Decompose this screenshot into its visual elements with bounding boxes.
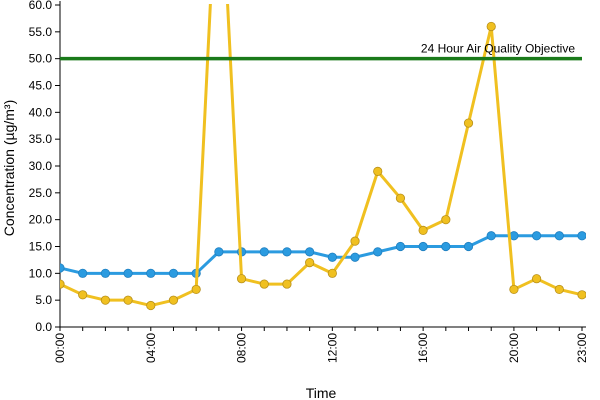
y-tick-label: 5.0	[35, 293, 52, 307]
series-1-point	[146, 268, 156, 278]
series-1-point	[305, 247, 315, 257]
series-2-point	[486, 21, 496, 32]
x-tick-label: 00:00	[53, 333, 67, 363]
series-1-point	[168, 268, 179, 278]
series-1-point	[327, 252, 337, 262]
series-2-point	[282, 279, 292, 289]
series-2-point	[577, 290, 586, 300]
series-1-point	[259, 247, 269, 257]
series-2-point	[509, 284, 519, 295]
y-tick-label: 45.0	[29, 79, 53, 93]
series-2-point	[441, 215, 451, 225]
series-2-point	[100, 295, 110, 305]
series-2-point	[191, 284, 201, 295]
series-1-point	[577, 231, 586, 241]
series-2-point	[305, 257, 315, 268]
series-2-point	[418, 225, 428, 235]
y-tick-label: 15.0	[29, 240, 53, 254]
series-1-point	[532, 231, 542, 241]
y-tick-label: 30.0	[29, 159, 53, 173]
x-axis-title: Time	[306, 385, 337, 400]
x-tick-label: 16:00	[416, 333, 430, 363]
series-1-point	[78, 268, 88, 278]
x-tick-label: 20:00	[507, 333, 521, 363]
series-2-point	[78, 290, 88, 300]
y-tick-label: 40.0	[29, 105, 53, 119]
y-tick-label: 25.0	[29, 186, 53, 200]
y-tick-label: 20.0	[29, 213, 53, 227]
series-1-point	[554, 231, 564, 241]
series-1-point	[100, 268, 110, 278]
x-tick-label: 04:00	[144, 333, 158, 363]
series-2-point	[395, 193, 406, 203]
series-2-point	[463, 118, 474, 128]
series-layer	[60, 4, 586, 311]
y-tick-label: 35.0	[29, 132, 53, 146]
series-1-point	[282, 247, 292, 257]
series-1-point	[463, 241, 474, 252]
y-tick-label: 10.0	[29, 266, 53, 280]
reference-layer: 24 Hour Air Quality Objective	[60, 42, 582, 61]
series-2-point	[350, 236, 360, 246]
axes-layer: 0.0 5.0 10.0 15.0 20.0 25.0 30.0 35.0 40.0 45.0 50…	[29, 0, 589, 363]
series-2-point	[327, 268, 337, 278]
x-tick-label: 12:00	[325, 333, 339, 363]
series-1-point	[60, 263, 65, 273]
series-2-point	[123, 295, 133, 305]
series-2-point	[259, 279, 269, 289]
series-2-point	[373, 166, 383, 176]
series-1-point	[123, 268, 133, 278]
reference-line-label: 24 Hour Air Quality Objective	[421, 42, 575, 56]
y-tick-label: 0.0	[35, 320, 52, 334]
series-1-point	[486, 231, 496, 241]
series-2-point	[168, 295, 179, 305]
x-tick-label: 08:00	[235, 333, 249, 363]
series-1-point	[395, 241, 406, 252]
y-tick-label: 60.0	[29, 0, 53, 12]
series-2-point	[236, 274, 247, 284]
y-axis-title: Concentration (µg/m³)	[1, 100, 17, 236]
series-1-point	[441, 241, 451, 252]
series-2-point	[146, 300, 156, 311]
series-1-point	[214, 247, 224, 257]
series-2-point	[532, 274, 542, 284]
series-1-point	[418, 241, 428, 252]
y-tick-label: 50.0	[29, 52, 53, 66]
series-2-point	[554, 284, 564, 295]
series-2-point	[60, 279, 65, 289]
series-1-point	[373, 247, 383, 257]
series-1-point	[350, 252, 360, 262]
y-tick-label: 55.0	[29, 25, 53, 39]
x-tick-label: 23:00	[575, 333, 589, 363]
